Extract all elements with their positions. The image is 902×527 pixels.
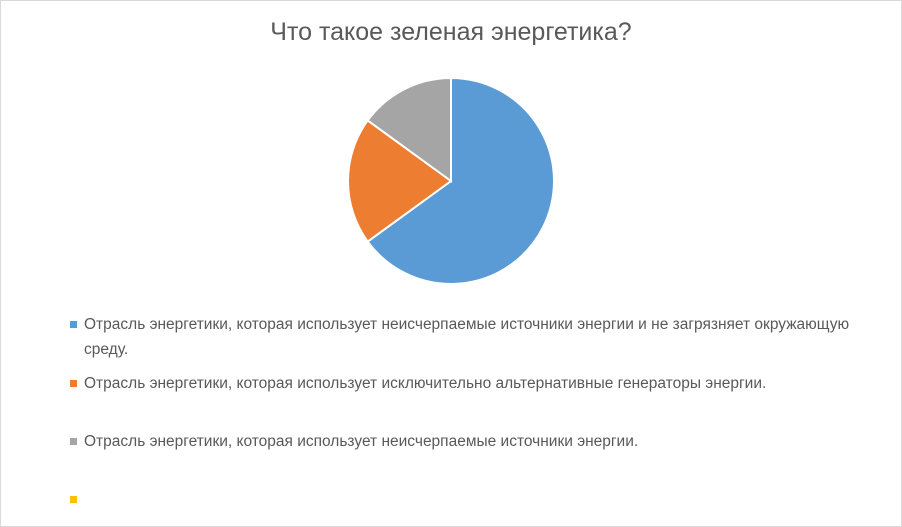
pie-slice-2	[347, 119, 453, 243]
legend-item-1: Отрасль энергетики, которая использует н…	[70, 312, 860, 362]
legend-label-2: Отрасль энергетики, которая использует и…	[84, 375, 767, 392]
legend-marker-3	[70, 438, 77, 445]
legend-marker-1	[70, 321, 77, 328]
legend-item-3: Отрасль энергетики, которая использует н…	[70, 429, 860, 454]
pie-slice-3	[366, 76, 452, 183]
legend-label-3: Отрасль энергетики, которая использует н…	[84, 433, 639, 450]
legend-item-2: Отрасль энергетики, которая использует и…	[70, 371, 860, 396]
legend-label-1: Отрасль энергетики, которая использует н…	[84, 316, 850, 358]
pie-slice-1	[366, 76, 555, 285]
legend-marker-2	[70, 380, 77, 387]
legend-marker-4	[70, 496, 77, 503]
chart-title: Что такое зеленая энергетика?	[270, 18, 632, 46]
